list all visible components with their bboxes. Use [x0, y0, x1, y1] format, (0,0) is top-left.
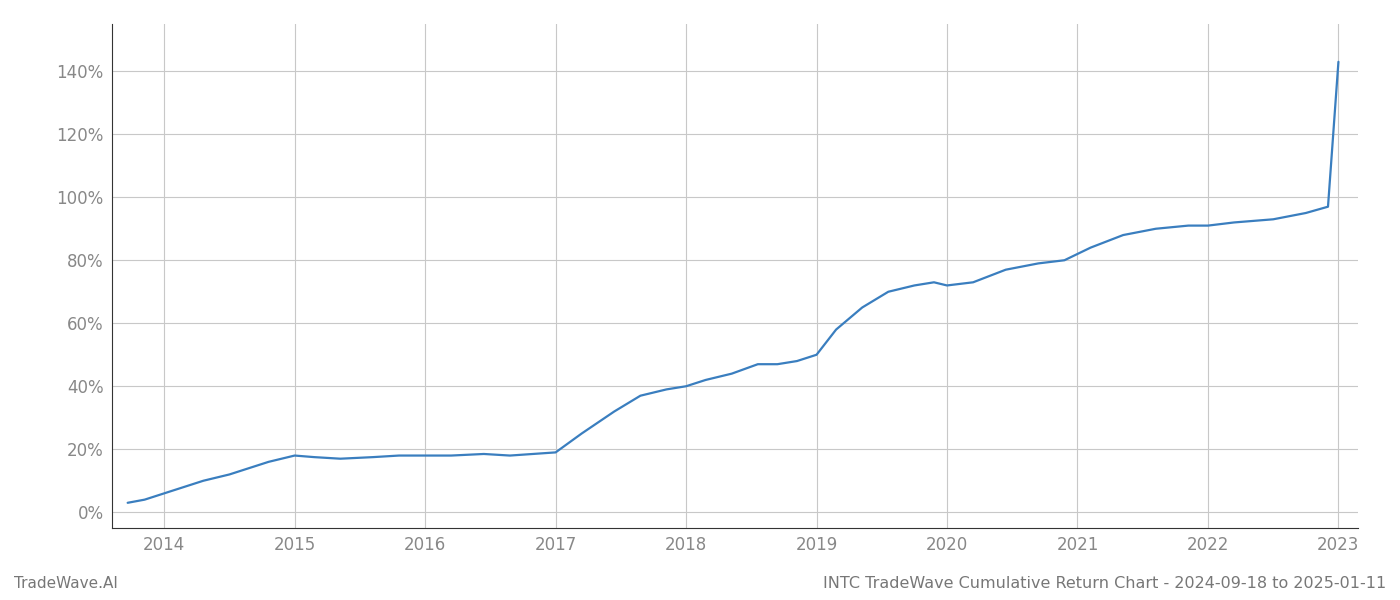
Text: INTC TradeWave Cumulative Return Chart - 2024-09-18 to 2025-01-11: INTC TradeWave Cumulative Return Chart -… [823, 576, 1386, 591]
Text: TradeWave.AI: TradeWave.AI [14, 576, 118, 591]
